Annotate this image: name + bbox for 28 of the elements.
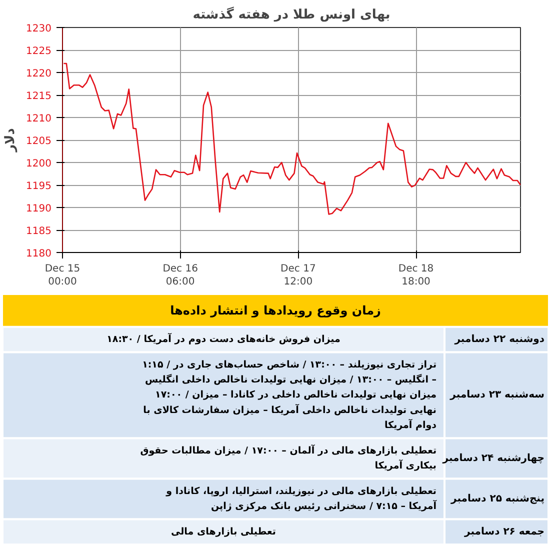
chart-title: بهای اونس طلا در هفته گذشته <box>192 6 390 22</box>
y-tick-label: 1210 <box>26 114 52 124</box>
text: تعطیلی بازارهای مالی در نیوزیلند، استرالیا، اروپا، کانادا و آمریکا – ۷:۱۵ / سخنرانی رئیس بانک مرکزی ژاپن <box>165 486 438 512</box>
x-tick-label: Dec 18 18:00 <box>398 264 434 288</box>
text: ۱۸:۳۰ / میزان فروش خانه‌های دست دوم در آمریکا <box>106 332 341 346</box>
text: چهارشنبه ۲۴ دسامبر <box>442 452 545 464</box>
y-tick-label: 1205 <box>26 136 52 147</box>
y-tick-label: 1220 <box>26 68 52 80</box>
y-tick-label: 1180 <box>26 248 52 260</box>
x-tick-label: Dec 15 00:00 <box>44 264 80 288</box>
y-tick-label: 1215 <box>26 91 52 102</box>
y-tick-label: 1225 <box>26 46 52 57</box>
y-tick-label: 1190 <box>26 204 52 214</box>
text: زمان وقوع رویدادها و انتشار داده‌ها <box>170 304 382 318</box>
text: پنج‌شنبه ۲۵ دسامبر <box>450 493 545 504</box>
x-tick-label: Dec 16 06:00 <box>162 264 198 288</box>
y-tick-label: 1230 <box>26 24 52 34</box>
text: سه‌شنبه ۲۳ دسامبر <box>449 390 545 401</box>
y-tick-label: 1185 <box>26 226 52 237</box>
text: ۱:۱۵ / تراز تجاری نیوزیلند – ۱۳:۰۰ / شاخص حساب‌های جاری در انگلیس – ۱۳:۰۰ / میزان نهایی تولیدات ناخالص داخلی انگلیس – ۱۷:۰۰ / میزان نهایی تولیدات ناخالص داخلی در کانادا – میزان نهایی تولیدات ناخالص داخلی آمریکا – میزان سفارشات کالای با دوام آمریکا <box>142 359 437 432</box>
y-axis-title: دلار <box>3 128 18 153</box>
text: جمعه ۲۶ دسامبر <box>463 526 545 538</box>
y-tick-label: 1200 <box>26 158 52 170</box>
text: دوشنبه ۲۲ دسامبر <box>454 334 545 346</box>
text: تعطیلی بازارهای مالی در آلمان – ۱۷:۰۰ / میزان مطالبات حقوق بیکاری آمریکا <box>140 443 437 472</box>
x-tick-label: Dec 17 12:00 <box>280 264 316 288</box>
text: تعطیلی بازارهای مالی <box>171 526 276 538</box>
y-tick-label: 1195 <box>26 181 52 192</box>
